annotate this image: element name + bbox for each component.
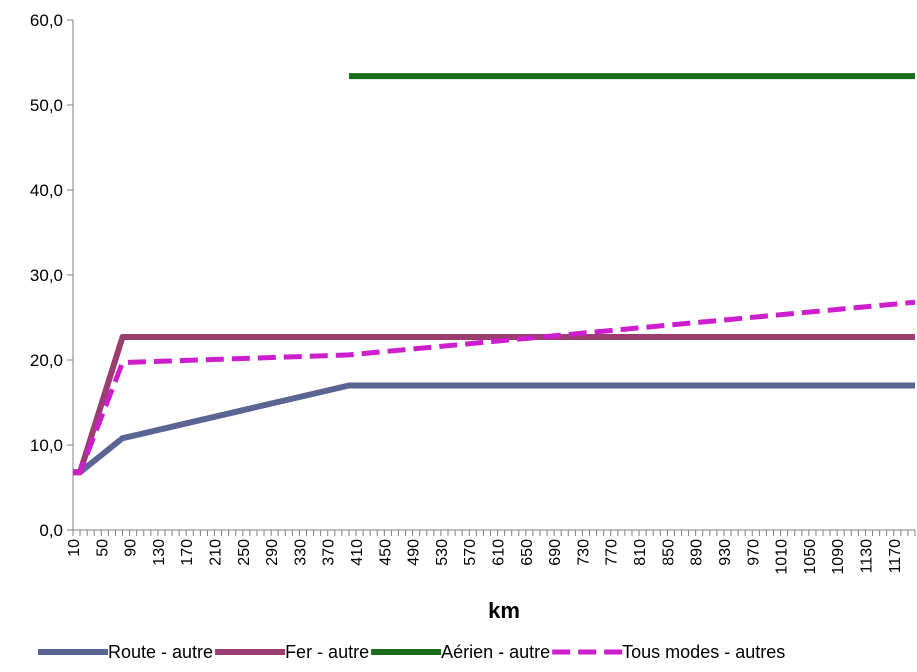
x-tick-label: 690 — [547, 539, 564, 566]
x-tick-label: 10 — [66, 539, 83, 557]
x-tick-label: 130 — [151, 539, 168, 566]
x-tick-label: 210 — [208, 539, 225, 566]
y-tick-label: 20,0 — [30, 351, 63, 370]
x-axis-title: km — [488, 598, 520, 623]
series-line-1 — [73, 382, 915, 476]
y-tick-label: 60,0 — [30, 11, 63, 30]
series-line-4 — [73, 299, 916, 475]
x-tick-label: 90 — [123, 539, 140, 557]
x-tick-label: 1050 — [802, 539, 819, 575]
series-line-2 — [73, 334, 915, 476]
series-lines — [73, 73, 916, 476]
x-tick-label: 810 — [632, 539, 649, 566]
x-tick-label: 850 — [660, 539, 677, 566]
legend-label-3: Aérien - autre — [441, 642, 550, 662]
x-tick-label: 770 — [604, 539, 621, 566]
y-tick-label: 50,0 — [30, 96, 63, 115]
x-tick-label: 930 — [717, 539, 734, 566]
x-tick-label: 370 — [321, 539, 338, 566]
x-tick-label: 170 — [179, 539, 196, 566]
x-tick-label: 250 — [236, 539, 253, 566]
x-tick-label: 730 — [575, 539, 592, 566]
x-tick-label: 650 — [519, 539, 536, 566]
x-tick-label: 890 — [689, 539, 706, 566]
x-tick-label: 410 — [349, 539, 366, 566]
x-tick-label: 570 — [462, 539, 479, 566]
legend-label-2: Fer - autre — [285, 642, 369, 662]
x-tick-label: 1130 — [858, 539, 875, 574]
legend-label-4: Tous modes - autres — [622, 642, 785, 662]
legend-label-1: Route - autre — [108, 642, 213, 662]
x-tick-label: 490 — [406, 539, 423, 566]
y-tick-label: 30,0 — [30, 266, 63, 285]
x-axis-ticks: 10 50 90 130 170 210 250 290 330 370 410 450 490 530 5… — [66, 530, 916, 575]
y-axis-ticks: 0,0 10,0 20,0 30,0 40,0 50,0 60,0 — [30, 11, 73, 540]
x-tick-label: 1090 — [830, 539, 847, 575]
x-tick-label: 1170 — [887, 539, 904, 574]
x-tick-label: 450 — [377, 539, 394, 566]
x-tick-label: 530 — [434, 539, 451, 566]
y-tick-label: 0,0 — [39, 521, 63, 540]
legend: Route - autre Fer - autre Aérien - autre To… — [38, 642, 785, 662]
x-tick-label: 1010 — [774, 539, 791, 575]
x-tick-label: 970 — [745, 539, 762, 566]
y-tick-label: 10,0 — [30, 436, 63, 455]
x-tick-label: 50 — [94, 539, 111, 557]
x-tick-label: 290 — [264, 539, 281, 566]
x-tick-label: 330 — [292, 539, 309, 566]
y-tick-label: 40,0 — [30, 181, 63, 200]
x-tick-label: 610 — [491, 539, 508, 566]
